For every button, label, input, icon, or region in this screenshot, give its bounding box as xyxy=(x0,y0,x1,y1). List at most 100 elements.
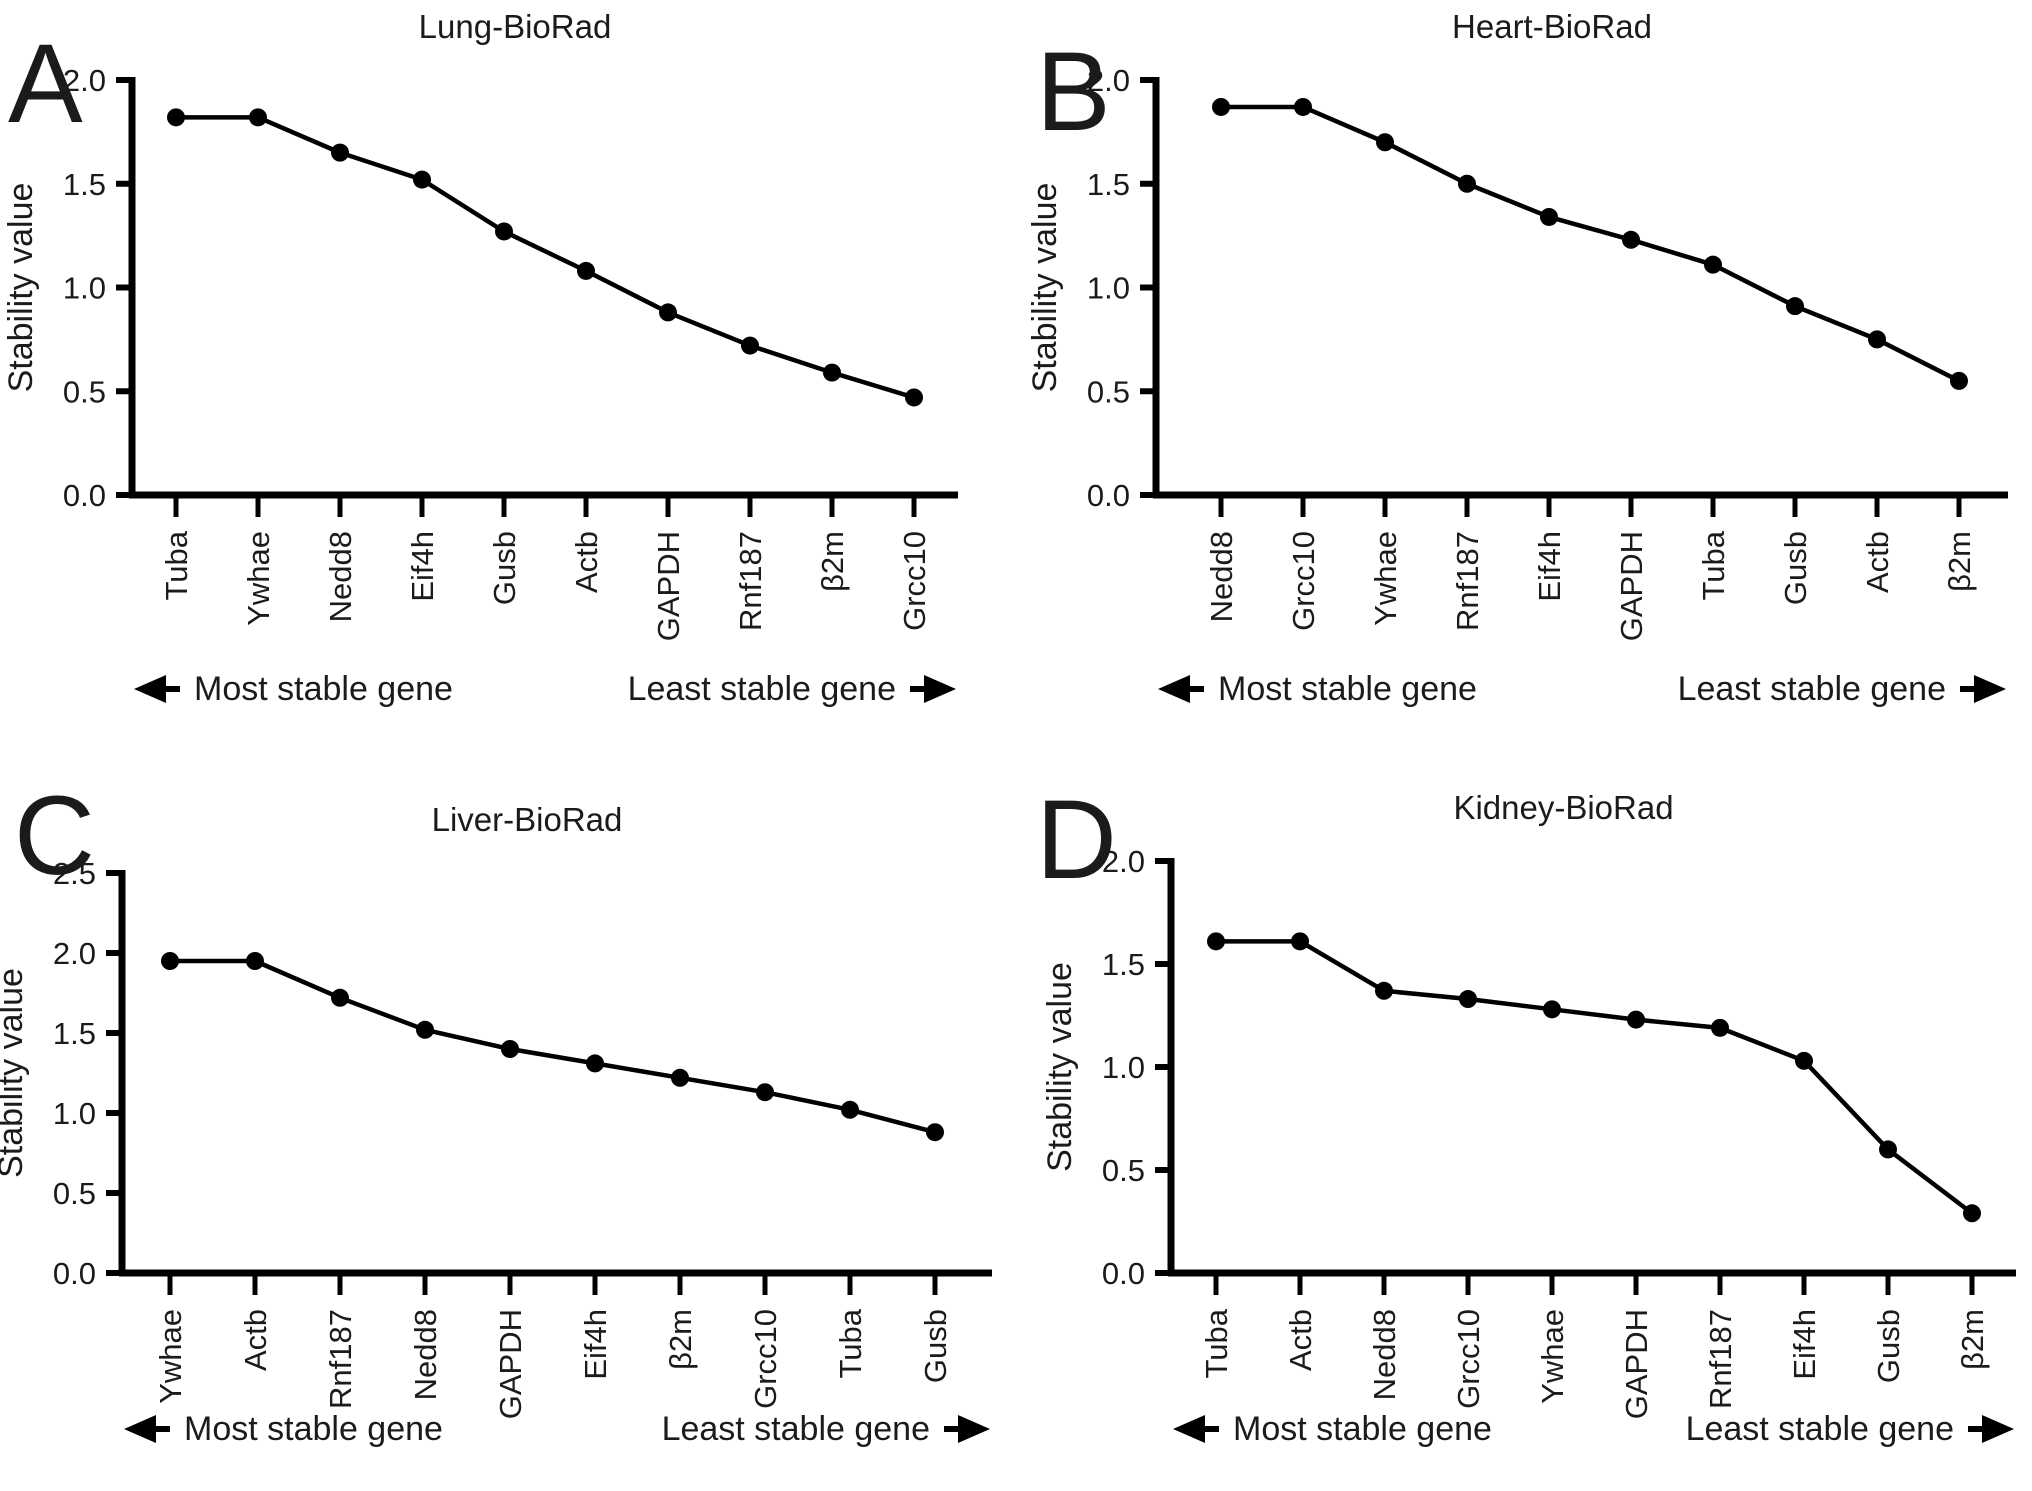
y-tick-label: 2.5 xyxy=(53,856,96,891)
gene-label: GAPDH xyxy=(1614,531,1649,641)
chart-title: Kidney-BioRad xyxy=(1453,789,1673,826)
data-point xyxy=(246,952,264,970)
data-point xyxy=(586,1054,604,1073)
y-tick-label: 2.0 xyxy=(53,936,96,971)
gene-label: Gusb xyxy=(487,531,522,605)
left-arrow-tail xyxy=(1186,686,1204,692)
y-tick-label: 1.0 xyxy=(1087,271,1130,306)
left-arrow-tail xyxy=(1201,1426,1219,1432)
gene-label: Ywhae xyxy=(241,531,276,626)
stability-line xyxy=(1218,104,1962,384)
gene-label: Rnf187 xyxy=(1450,531,1485,631)
y-tick-label: 1.0 xyxy=(1102,1050,1145,1085)
gene-label: β2m xyxy=(663,1309,698,1370)
y-tick-label: 0.5 xyxy=(53,1176,96,1211)
panel-letter: A xyxy=(8,21,83,146)
right-arrow-tail xyxy=(944,1426,962,1432)
right-arrow-tail xyxy=(1960,686,1978,692)
most-stable-annotation: Most stable gene xyxy=(184,1410,443,1448)
chart-svg: D Kidney-BioRad Stability value 2.0 1.5 1.0 0.… xyxy=(1036,777,2016,1448)
data-point xyxy=(1375,981,1393,1000)
panel-heart-biorad: B Heart-BioRad Stability value 2.0 1.5 1.0 0.5… xyxy=(1016,0,2032,745)
gene-label: Tuba xyxy=(159,530,194,600)
gene-label: Ywhae xyxy=(1368,531,1403,626)
gene-label: Grcc10 xyxy=(897,531,932,631)
stability-line xyxy=(173,115,917,400)
y-tick-label: 0.5 xyxy=(1102,1153,1145,1188)
gene-label: Tuba xyxy=(1199,1308,1234,1378)
y-axis-title: Stability value xyxy=(1026,183,1064,393)
gene-label: Ywhae xyxy=(1535,1309,1570,1404)
data-point xyxy=(671,1068,689,1087)
data-point xyxy=(1458,174,1476,193)
chart-title: Lung-BioRad xyxy=(419,8,612,45)
y-tick-label: 0.0 xyxy=(1087,478,1130,513)
y-tick-label: 0.0 xyxy=(1102,1256,1145,1291)
data-point xyxy=(1786,297,1804,316)
data-point xyxy=(1543,1000,1561,1019)
y-tick-label: 1.5 xyxy=(63,167,106,202)
data-point xyxy=(577,261,595,280)
y-tick-label: 0.5 xyxy=(1087,374,1130,409)
gene-label: Tuba xyxy=(833,1308,868,1378)
y-tick-label: 1.5 xyxy=(1087,167,1130,202)
data-point xyxy=(823,363,841,382)
right-arrow-icon xyxy=(924,675,956,703)
data-point xyxy=(416,1020,434,1039)
y-tick-label: 1.5 xyxy=(53,1016,96,1051)
left-arrow-tail xyxy=(162,686,180,692)
stability-line xyxy=(167,958,938,1135)
data-point xyxy=(1540,207,1558,226)
gene-label: Ywhae xyxy=(153,1309,188,1404)
data-point xyxy=(1704,255,1722,274)
data-point xyxy=(1868,330,1886,349)
gene-label: Tuba xyxy=(1696,530,1731,600)
chart-svg: A Lung-BioRad Stability value 2.0 1.5 1.0 0.5 0… xyxy=(2,8,958,708)
data-point xyxy=(331,988,349,1007)
gene-label: Eif4h xyxy=(1787,1309,1822,1380)
data-point xyxy=(1459,990,1477,1009)
left-arrow-icon xyxy=(124,1415,156,1443)
stability-line xyxy=(1213,939,1975,1216)
gene-label: Gusb xyxy=(918,1309,953,1383)
gene-label: Gusb xyxy=(1871,1309,1906,1383)
gene-label: Actb xyxy=(1860,531,1895,593)
gene-label: Nedd8 xyxy=(1204,531,1239,622)
data-point xyxy=(1711,1018,1729,1037)
y-tick-label: 2.0 xyxy=(1087,63,1130,98)
most-stable-annotation: Most stable gene xyxy=(1233,1410,1492,1448)
panel-lung-biorad: A Lung-BioRad Stability value 2.0 1.5 1.0 0.5 0… xyxy=(0,0,1016,745)
right-arrow-icon xyxy=(958,1415,990,1443)
data-point xyxy=(331,143,349,162)
left-arrow-icon xyxy=(1158,675,1190,703)
data-point xyxy=(495,222,513,241)
right-arrow-icon xyxy=(1974,675,2006,703)
gene-label: Actb xyxy=(238,1309,273,1371)
left-arrow-tail xyxy=(152,1426,170,1432)
gene-label: Nedd8 xyxy=(323,531,358,622)
panel-letter: B xyxy=(1036,29,1111,154)
data-point xyxy=(1795,1051,1813,1070)
gene-label: Eif4h xyxy=(405,531,440,602)
gene-label: Grcc10 xyxy=(1451,1309,1486,1409)
most-stable-annotation: Most stable gene xyxy=(1218,670,1477,708)
most-stable-annotation: Most stable gene xyxy=(194,670,453,708)
data-point xyxy=(1950,371,1968,390)
data-point xyxy=(167,108,185,127)
gene-label: β2m xyxy=(815,531,850,592)
y-tick-label: 1.0 xyxy=(53,1096,96,1131)
data-point xyxy=(1291,932,1309,951)
gene-label: β2m xyxy=(1942,531,1977,592)
data-point xyxy=(659,303,677,322)
gene-label: Rnf187 xyxy=(323,1309,358,1409)
y-tick-label: 2.0 xyxy=(63,63,106,98)
gene-label: GAPDH xyxy=(651,531,686,641)
panel-letter: D xyxy=(1036,777,1117,902)
right-arrow-tail xyxy=(910,686,928,692)
gene-label: Grcc10 xyxy=(748,1309,783,1409)
y-tick-label: 2.0 xyxy=(1102,844,1145,879)
y-axis-title: Stability value xyxy=(1041,962,1079,1172)
least-stable-annotation: Least stable gene xyxy=(1678,670,1946,708)
y-tick-label: 1.0 xyxy=(63,271,106,306)
